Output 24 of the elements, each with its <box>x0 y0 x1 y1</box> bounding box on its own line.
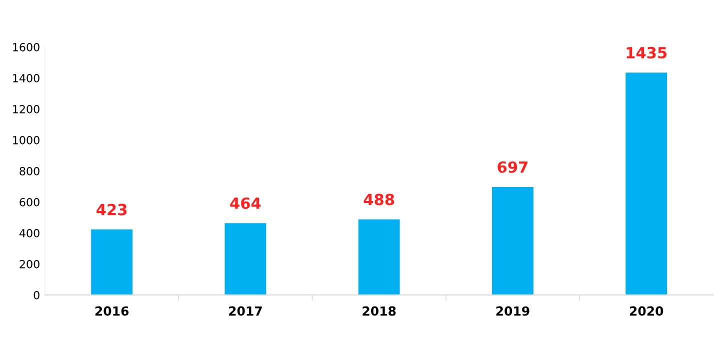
y-tick-label: 1000 <box>13 136 40 144</box>
y-tick-label: 200 <box>20 260 40 268</box>
x-tick-label: 2020 <box>630 306 664 316</box>
y-tick-label: 1400 <box>13 74 40 82</box>
y-tick-label: 1600 <box>13 42 40 52</box>
y-tick-label: 400 <box>19 228 40 238</box>
x-tick-label: 2017 <box>229 306 262 316</box>
bar <box>492 186 534 295</box>
x-tick-label: 2016 <box>95 306 129 316</box>
bar <box>91 229 133 295</box>
y-tick-label: 600 <box>20 198 40 206</box>
bar <box>358 219 400 295</box>
y-tick-label: 1200 <box>13 104 40 114</box>
data-label: 697 <box>498 161 528 173</box>
x-tick-label: 2019 <box>496 306 530 316</box>
bar <box>224 223 266 295</box>
data-label: 488 <box>364 194 394 206</box>
x-tick-label: 2018 <box>362 306 396 316</box>
data-label: 464 <box>230 197 261 209</box>
y-tick-label: 800 <box>20 166 40 176</box>
data-label: 1435 <box>626 46 667 58</box>
data-label: 423 <box>96 204 127 216</box>
y-tick-label: 0 <box>34 290 40 300</box>
bar <box>626 72 668 295</box>
